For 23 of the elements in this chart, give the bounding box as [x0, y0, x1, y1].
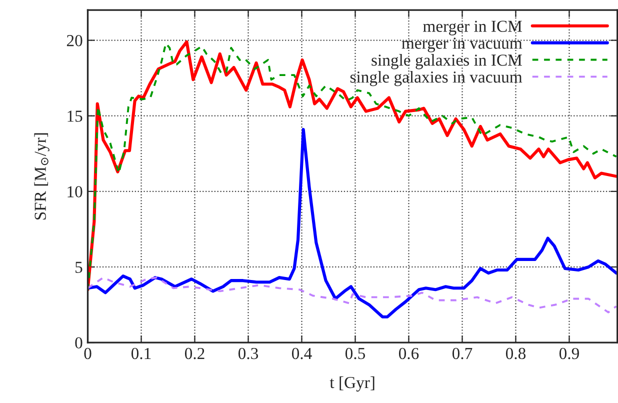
x-axis-title: t [Gyr]: [330, 376, 374, 392]
legend-label: merger in ICM: [423, 20, 522, 36]
x-tick-label: 0.5: [345, 348, 366, 360]
y-tick-label: 0: [75, 337, 82, 348]
y-axis-title: SFR [M$_{⊙}$/yr]: [34, 133, 50, 220]
legend-label: merger in vacuum: [402, 38, 522, 52]
y-tick-label: 15: [68, 110, 82, 122]
legend-label: single galaxies in ICM: [372, 54, 522, 70]
x-tick-label: 0.9: [559, 348, 579, 360]
y-tick-label: 20: [66, 35, 82, 46]
x-tick-label: 0.4: [292, 348, 312, 360]
y-tick-label: 10: [68, 186, 82, 198]
x-tick-label: 0.7: [452, 348, 472, 360]
line-series: [88, 276, 618, 314]
x-tick-label: 0: [84, 348, 92, 360]
x-tick-label: 0.3: [238, 348, 258, 360]
legend-label: single galaxies in vacuum: [350, 70, 522, 86]
y-tick-label: 5: [76, 262, 82, 273]
x-tick-label: 0.2: [184, 348, 204, 360]
x-tick-label: 0.1: [131, 348, 151, 360]
x-tick-label: 0.6: [398, 348, 419, 360]
line-series: [88, 128, 618, 318]
x-tick-label: 0.8: [506, 348, 526, 360]
